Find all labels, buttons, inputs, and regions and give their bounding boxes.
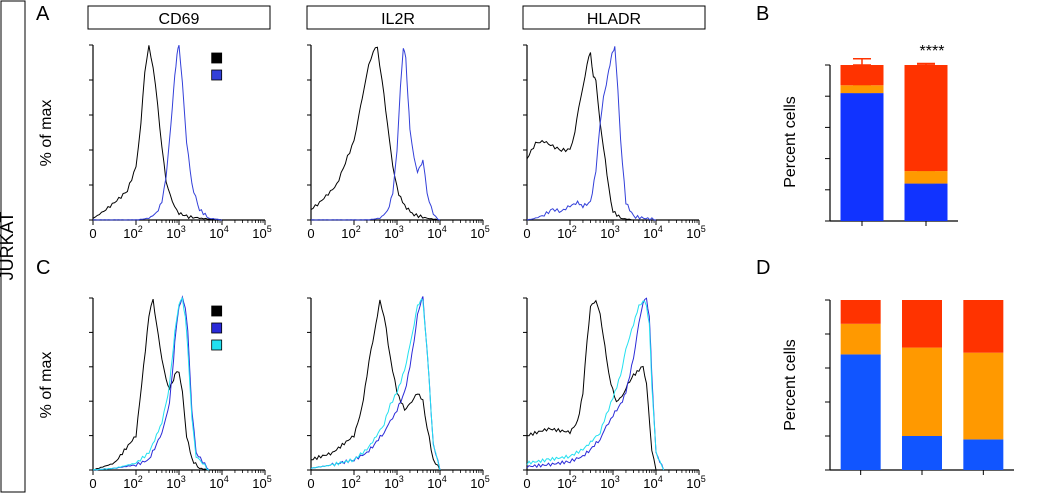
series-line-sh1 xyxy=(526,297,665,471)
histogram-plot-C3: 0 102 103 104 105 xyxy=(523,297,706,491)
bar-segment-dying xyxy=(840,323,881,355)
legend-swatch xyxy=(211,69,223,81)
panel-title-text: IL2R xyxy=(381,11,415,28)
bar-segment-dying xyxy=(902,347,942,436)
x-tick-label: 0 xyxy=(523,476,530,491)
stacked-bar-chart-B xyxy=(825,58,958,226)
x-tick-label: 105 xyxy=(252,224,271,241)
side-label: JURKAT xyxy=(0,212,17,281)
series-line-dmso xyxy=(310,46,441,221)
x-tick-label: 105 xyxy=(686,224,705,241)
x-tick-label: 0 xyxy=(307,226,314,241)
x-tick-label: 103 xyxy=(600,474,619,491)
x-tick-label: 103 xyxy=(166,224,185,241)
panel-letter-a: A xyxy=(36,3,50,25)
x-tick-label: 104 xyxy=(209,224,228,241)
x-tick-label: 102 xyxy=(557,474,576,491)
y-axis-label-c: % of max xyxy=(38,352,55,419)
x-tick-label: 102 xyxy=(341,474,360,491)
x-tick-label: 0 xyxy=(89,476,96,491)
x-tick-label: 104 xyxy=(427,474,446,491)
stacked-bar-chart-D xyxy=(825,299,1014,475)
bar-segment-alive xyxy=(840,93,884,221)
legend-swatch xyxy=(211,305,223,317)
panel-letter-c: C xyxy=(36,257,50,279)
x-tick-label: 102 xyxy=(557,224,576,241)
y-axis-label-a: % of max xyxy=(38,100,55,167)
plot-layer: 0 102 103 104 105 0 102 103 104 105 0 102 103 104 1050… xyxy=(89,44,1014,491)
panel-letter-d: D xyxy=(756,257,770,279)
x-tick-label: 104 xyxy=(643,224,662,241)
x-tick-label: 0 xyxy=(523,226,530,241)
series-line-shscr xyxy=(526,299,657,471)
bar-segment-dead xyxy=(904,65,948,172)
x-tick-label: 103 xyxy=(166,474,185,491)
bar-segment-alive xyxy=(902,436,942,470)
series-line-prl3i xyxy=(526,46,656,221)
x-tick-label: 103 xyxy=(600,224,619,241)
series-line-dmso xyxy=(92,45,223,221)
x-tick-label: 103 xyxy=(384,224,403,241)
bar-segment-dead xyxy=(902,300,942,348)
x-tick-label: 104 xyxy=(427,224,446,241)
series-line-prl3i xyxy=(310,48,441,221)
histogram-plot-A: 0 102 103 104 105 xyxy=(89,44,272,241)
series-line-shscr xyxy=(92,298,210,471)
y-axis-label-b: Percent cells xyxy=(782,96,799,188)
histogram-plot-A2: 0 102 103 104 105 xyxy=(307,44,490,241)
x-tick-label: 105 xyxy=(470,224,489,241)
x-tick-label: 104 xyxy=(643,474,662,491)
bar-segment-alive xyxy=(904,183,948,221)
legend-swatch xyxy=(211,322,223,334)
bar-segment-dying xyxy=(963,352,1004,440)
histogram-plot-C2: 0 102 103 104 105 xyxy=(307,296,490,491)
series-line-sh2 xyxy=(92,296,210,471)
x-tick-label: 0 xyxy=(307,476,314,491)
x-tick-label: 103 xyxy=(384,474,403,491)
series-line-dmso xyxy=(526,52,634,221)
bar-segment-dying xyxy=(904,171,948,184)
series-line-sh2 xyxy=(310,298,441,471)
bar-segment-alive xyxy=(963,439,1004,470)
bar-segment-dead xyxy=(840,65,884,86)
histogram-plot-A3: 0 102 103 104 105 xyxy=(523,44,706,241)
significance-annotation: **** xyxy=(920,43,945,60)
x-tick-label: 102 xyxy=(123,224,142,241)
series-line-sh1 xyxy=(310,296,441,471)
x-tick-label: 104 xyxy=(209,474,228,491)
panel-title-text: CD69 xyxy=(159,11,200,28)
panel-title-il2r: IL2R xyxy=(306,5,490,30)
x-tick-label: 105 xyxy=(686,474,705,491)
series-line-sh2 xyxy=(526,300,665,471)
x-tick-label: 105 xyxy=(252,474,271,491)
bar-segment-alive xyxy=(840,354,881,470)
bar-segment-dead xyxy=(840,300,881,324)
series-line-prl3i xyxy=(92,45,223,221)
y-axis-label-d: Percent cells xyxy=(782,339,799,431)
x-tick-label: 0 xyxy=(89,226,96,241)
x-tick-label: 102 xyxy=(341,224,360,241)
side-label-frame xyxy=(0,0,26,493)
legend-swatch xyxy=(211,339,223,351)
panel-title-text: HLADR xyxy=(587,11,641,28)
bar-segment-dying xyxy=(840,85,884,94)
bar-segment-dead xyxy=(963,300,1004,353)
x-tick-label: 102 xyxy=(123,474,142,491)
legend-swatch xyxy=(211,52,223,64)
x-tick-label: 105 xyxy=(470,474,489,491)
series-line-sh1 xyxy=(92,295,210,471)
series-line-shscr xyxy=(311,299,441,471)
panel-letter-b: B xyxy=(756,3,769,25)
histogram-plot-C: 0 102 103 104 105 xyxy=(89,295,272,491)
panel-title-hladr: HLADR xyxy=(522,5,706,30)
panel-title-cd69: CD69 xyxy=(87,5,271,30)
